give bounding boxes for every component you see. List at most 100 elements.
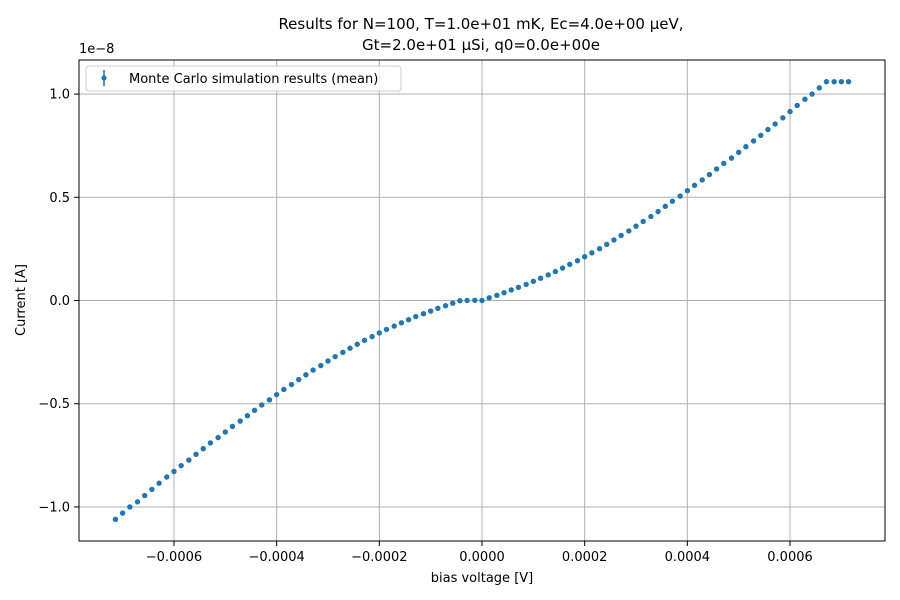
y-axis-label: Current [A] (14, 264, 29, 336)
data-point-0-50 (479, 297, 485, 304)
data-point-0-20 (259, 402, 265, 408)
data-point-0-66 (596, 245, 603, 252)
data-point-0-70 (626, 228, 632, 234)
data-point-0-69 (618, 232, 624, 239)
data-point-0-53 (501, 289, 507, 296)
data-point-0-43 (427, 308, 434, 314)
data-point-0-56 (523, 281, 529, 288)
data-point-0-77 (677, 193, 683, 199)
data-point-0-55 (515, 284, 522, 290)
y-tick-label-4: 1.0 (49, 88, 70, 103)
data-point-0-3 (134, 499, 141, 505)
data-point-0-52 (494, 292, 500, 299)
data-point-0-17 (237, 418, 243, 424)
data-point-0-75 (662, 203, 668, 210)
data-point-0-23 (281, 386, 287, 393)
data-point-0-89 (765, 126, 771, 133)
data-point-0-10 (186, 457, 192, 463)
x-tick-label-0: −0.0006 (146, 550, 202, 565)
data-point-0-90 (772, 121, 778, 127)
data-point-0-31 (340, 349, 346, 356)
data-point-0-72 (640, 218, 646, 225)
data-point-0-57 (530, 278, 537, 284)
chart-title-line-2: Gt=2.0e+01 μSi, q0=0.0e+00e (362, 36, 600, 54)
data-point-0-46 (450, 300, 456, 306)
y-tick-label-3: 0.5 (49, 191, 70, 206)
data-point-0-88 (758, 132, 764, 139)
data-point-0-68 (611, 237, 617, 243)
x-tick-label-5: 0.0004 (665, 550, 711, 565)
x-tick-label-3: 0.0000 (459, 550, 505, 565)
data-series (112, 78, 852, 523)
data-point-0-58 (537, 275, 544, 281)
data-point-0-67 (604, 241, 610, 248)
legend-box (85, 65, 402, 92)
data-point-0-60 (552, 268, 559, 275)
data-point-0-42 (420, 311, 427, 317)
data-point-0-91 (780, 115, 786, 121)
data-point-0-32 (347, 345, 353, 351)
data-point-0-96 (816, 85, 822, 91)
data-point-0-62 (567, 261, 573, 268)
data-point-0-26 (303, 372, 309, 378)
data-point-0-63 (574, 257, 581, 264)
chart-title-line-1: Results for N=100, T=1.0e+01 mK, Ec=4.0e… (278, 15, 683, 33)
data-point-0-6 (156, 480, 162, 486)
data-point-0-92 (787, 108, 793, 115)
data-point-0-48 (464, 297, 470, 304)
data-point-0-99 (838, 78, 845, 85)
data-point-0-19 (251, 407, 258, 414)
data-point-0-94 (802, 96, 808, 102)
data-point-0-36 (376, 330, 383, 336)
data-point-0-95 (809, 91, 815, 97)
data-point-0-0 (112, 516, 119, 523)
legend-label: Monte Carlo simulation results (mean) (129, 72, 378, 87)
y-tick-label-0: −1.0 (38, 500, 70, 515)
x-tick-label-6: 0.0006 (767, 550, 813, 565)
data-point-0-27 (310, 367, 316, 373)
data-point-0-29 (325, 358, 331, 364)
data-point-0-14 (215, 434, 221, 441)
data-point-0-25 (296, 376, 302, 383)
data-point-0-18 (244, 412, 251, 419)
data-point-0-28 (318, 362, 324, 369)
data-point-0-9 (178, 462, 184, 469)
data-point-0-85 (735, 149, 742, 155)
x-tick-label-1: −0.0004 (248, 550, 304, 565)
data-point-0-78 (684, 187, 691, 194)
data-point-0-45 (442, 302, 449, 309)
data-point-0-7 (164, 474, 170, 480)
data-point-0-51 (486, 295, 492, 301)
data-point-0-83 (721, 160, 727, 167)
data-point-0-44 (435, 305, 441, 312)
data-point-0-41 (413, 313, 419, 320)
data-point-0-22 (273, 391, 280, 398)
legend-dot-marker (101, 75, 107, 81)
data-point-0-74 (655, 208, 661, 215)
data-point-0-15 (222, 429, 229, 435)
y-tick-label-1: −0.5 (38, 397, 70, 412)
data-point-0-8 (171, 468, 177, 475)
data-point-0-100 (845, 78, 852, 85)
data-point-0-1 (119, 510, 126, 516)
ticks: −0.0006 −0.0004 −0.0002 0.0000 0.0002 0.0004 0… (38, 88, 812, 565)
data-point-0-71 (633, 223, 639, 229)
data-point-0-40 (405, 317, 412, 323)
y-offset-label: 1e−8 (79, 42, 114, 57)
data-point-0-49 (472, 297, 478, 303)
data-point-0-5 (149, 486, 155, 493)
data-point-0-16 (229, 423, 236, 430)
data-point-0-34 (361, 337, 368, 344)
data-point-0-82 (713, 166, 720, 172)
x-tick-label-2: −0.0002 (351, 550, 407, 565)
data-point-0-12 (200, 446, 206, 452)
data-point-0-76 (669, 198, 676, 204)
x-axis-label: bias voltage [V] (431, 571, 533, 586)
data-point-0-30 (332, 353, 338, 360)
data-point-0-86 (743, 144, 749, 150)
data-point-0-79 (691, 182, 698, 189)
data-point-0-59 (545, 272, 551, 278)
data-point-0-97 (823, 78, 830, 85)
data-point-0-93 (794, 102, 800, 109)
